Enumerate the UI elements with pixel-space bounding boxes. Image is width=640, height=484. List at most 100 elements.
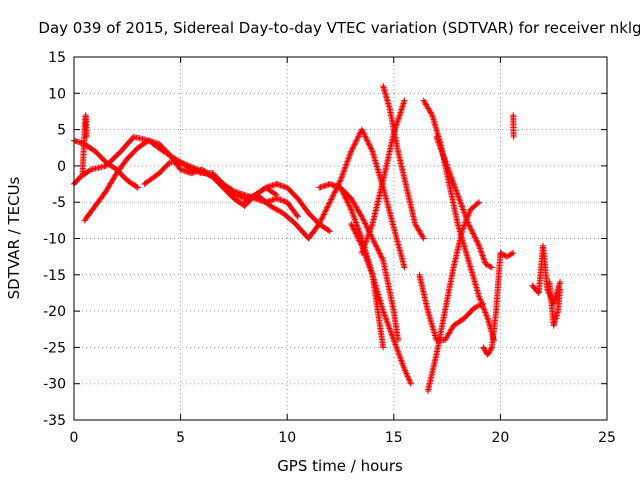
data-point-marker [483, 312, 490, 319]
data-point-marker [349, 209, 356, 216]
data-point-marker [134, 184, 141, 191]
data-point-marker [474, 238, 481, 245]
data-point-marker [351, 141, 358, 148]
data-point-marker [455, 193, 462, 200]
data-point-marker [438, 146, 445, 153]
data-point-marker [488, 345, 495, 352]
data-point-marker [454, 191, 461, 198]
data-point-marker [364, 257, 371, 264]
data-point-marker [466, 222, 473, 229]
data-point-marker [373, 243, 380, 250]
data-point-marker [378, 253, 385, 260]
data-point-marker [448, 175, 455, 182]
data-point-marker [368, 223, 375, 230]
data-point-marker [466, 209, 473, 216]
data-point-marker [392, 342, 399, 349]
data-point-marker [348, 220, 355, 227]
data-point-marker [325, 201, 332, 208]
data-point-marker [353, 220, 360, 227]
data-point-marker [447, 171, 454, 178]
data-point-marker [376, 249, 383, 256]
data-point-marker [359, 247, 366, 254]
data-point-marker [343, 161, 350, 168]
data-point-marker [355, 235, 362, 242]
data-point-marker [420, 235, 427, 242]
data-point-marker [477, 297, 484, 304]
data-point-marker [470, 231, 477, 238]
x-axis-label: GPS time / hours [277, 457, 403, 475]
data-point-marker [229, 187, 236, 194]
data-point-marker [398, 358, 405, 365]
data-point-marker [459, 205, 466, 212]
data-point-marker [437, 144, 444, 151]
data-point-marker [460, 207, 467, 214]
x-tick-label: 5 [176, 430, 185, 446]
data-point-marker [370, 238, 377, 245]
data-point-marker [452, 184, 459, 191]
data-point-marker [352, 140, 359, 147]
data-point-marker [435, 138, 442, 145]
data-point-marker [467, 225, 474, 232]
data-point-marker [394, 347, 401, 354]
data-point-marker [450, 180, 457, 187]
series-arc-11 [358, 97, 408, 257]
data-point-marker [354, 136, 361, 143]
data-point-marker [325, 227, 332, 234]
y-axis-label: SDTVAR / TECUs [5, 176, 23, 299]
data-point-marker [395, 348, 402, 355]
data-point-marker [346, 154, 353, 161]
data-point-marker [476, 295, 483, 302]
series-arc-15 [424, 199, 483, 394]
data-point-marker [437, 145, 444, 152]
data-point-marker [390, 335, 397, 342]
data-point-marker [377, 251, 384, 258]
data-point-marker [419, 234, 426, 241]
data-point-marker [366, 141, 373, 148]
data-point-marker [362, 221, 369, 228]
data-point-marker [398, 357, 405, 364]
data-point-marker [389, 332, 396, 339]
data-point-marker [320, 212, 327, 219]
data-point-marker [473, 303, 480, 310]
data-point-marker [367, 267, 374, 274]
data-point-marker [453, 189, 460, 196]
data-point-marker [407, 379, 414, 386]
data-point-marker [449, 177, 456, 184]
data-point-marker [362, 241, 369, 248]
data-point-marker [387, 326, 394, 333]
data-point-marker [439, 149, 446, 156]
data-point-marker [480, 303, 487, 310]
data-point-marker [354, 222, 361, 229]
data-point-marker [384, 319, 391, 326]
data-point-marker [428, 110, 435, 117]
data-point-marker [326, 199, 333, 206]
data-point-marker [83, 133, 90, 140]
data-point-marker [330, 192, 337, 199]
data-point-marker [344, 199, 351, 206]
data-point-marker [352, 138, 359, 145]
y-tick-label: -30 [43, 377, 66, 393]
data-point-marker [378, 254, 385, 261]
data-point-marker [476, 293, 483, 300]
data-point-marker [471, 304, 478, 311]
data-point-marker [348, 207, 355, 214]
data-point-marker [508, 250, 515, 257]
data-point-marker [360, 216, 367, 223]
data-point-marker [86, 167, 93, 174]
data-point-marker [459, 203, 466, 210]
data-point-marker [368, 147, 375, 154]
data-point-marker [401, 366, 408, 373]
data-point-marker [331, 189, 338, 196]
data-point-marker [348, 222, 355, 229]
data-point-marker [463, 216, 470, 223]
data-point-marker [323, 206, 330, 213]
data-point-marker [338, 174, 345, 181]
data-point-marker [382, 315, 389, 322]
y-tick-label: 5 [57, 123, 66, 139]
data-point-marker [270, 205, 277, 212]
data-point-marker [352, 219, 359, 226]
data-point-marker [366, 229, 373, 236]
data-point-marker [261, 185, 268, 192]
data-point-marker [345, 155, 352, 162]
data-point-marker [366, 228, 373, 235]
